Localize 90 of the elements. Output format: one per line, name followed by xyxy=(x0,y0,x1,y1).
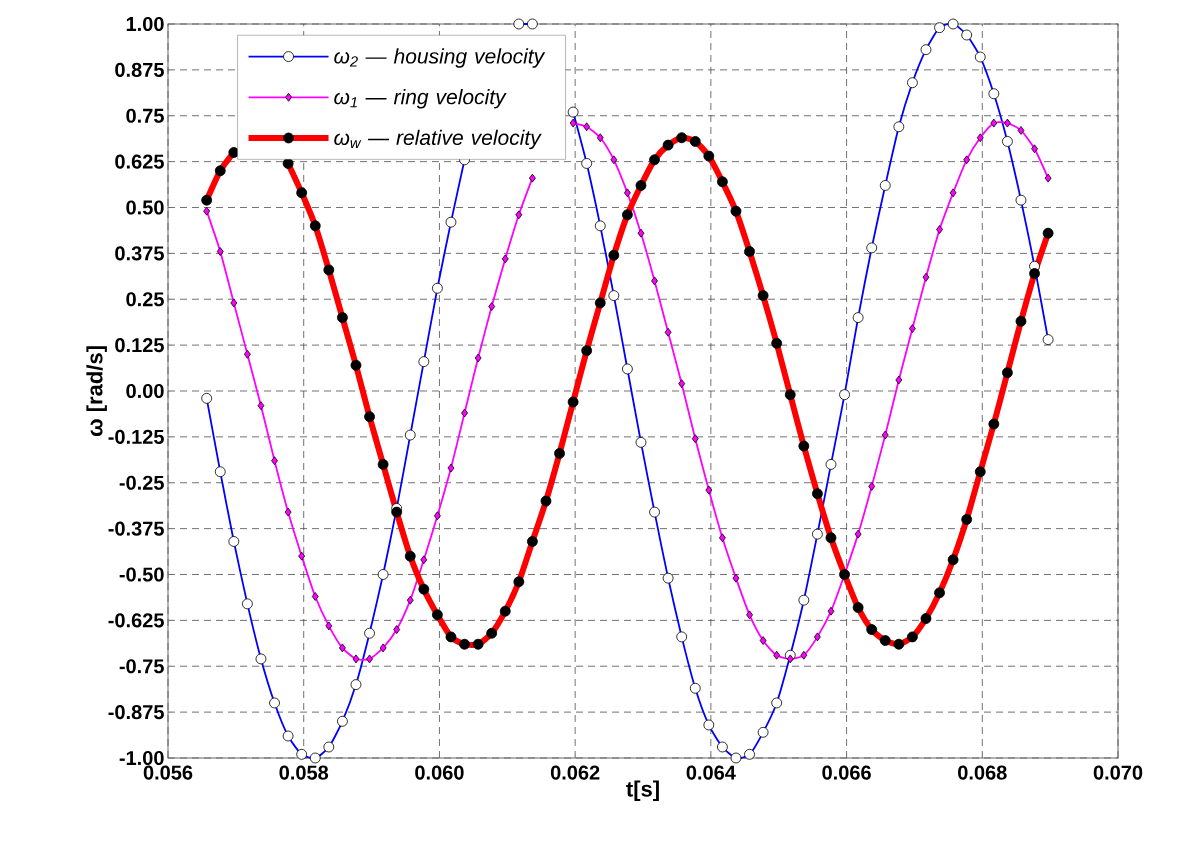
point xyxy=(746,610,753,620)
point xyxy=(352,654,360,664)
y-tick-label: 0.25 xyxy=(126,292,164,307)
point xyxy=(271,456,278,466)
point xyxy=(339,643,346,653)
point xyxy=(216,247,224,256)
x-tick-label: 0.068 xyxy=(958,765,1007,780)
y-tick-label: -1.00 xyxy=(119,750,164,766)
legend-label: ω$_{1}$ — ring velocity xyxy=(334,88,507,109)
y-tick-label: -0.50 xyxy=(119,567,164,582)
point xyxy=(949,188,957,198)
point xyxy=(773,650,781,660)
point xyxy=(230,298,238,308)
legend-label: ω$_{w}$ — relative velocity xyxy=(334,129,542,150)
x-tick-label: 0.062 xyxy=(550,765,600,780)
point xyxy=(311,592,319,601)
point xyxy=(936,225,943,234)
y-tick-label: -0.125 xyxy=(108,429,164,444)
point xyxy=(501,254,509,264)
y-tick-label: 0.375 xyxy=(115,246,164,261)
point xyxy=(881,430,889,440)
point xyxy=(637,228,645,238)
point xyxy=(393,625,401,634)
point xyxy=(732,573,740,583)
point xyxy=(244,349,251,359)
point xyxy=(664,327,672,337)
point xyxy=(325,621,333,631)
point xyxy=(786,654,794,664)
point xyxy=(529,173,536,183)
x-tick-label: 0.066 xyxy=(822,765,871,780)
y-tick-label: -0.875 xyxy=(108,705,164,720)
point xyxy=(1031,144,1038,154)
y-tick-label: 0.625 xyxy=(115,154,164,169)
point xyxy=(569,118,577,128)
x-tick-label: 0.070 xyxy=(1093,765,1143,780)
y-tick-label: 0.875 xyxy=(115,62,164,77)
point xyxy=(854,529,862,539)
point xyxy=(759,636,767,645)
x-tick-label: 0.056 xyxy=(143,765,193,780)
y-tick-label: 0.75 xyxy=(126,108,164,123)
x-axis-title: t[s] xyxy=(626,780,659,802)
point xyxy=(406,595,414,605)
y-tick-label: 1.00 xyxy=(126,16,164,32)
y-tick-label: 0.125 xyxy=(115,338,164,353)
point xyxy=(515,210,523,220)
point xyxy=(366,654,373,664)
point xyxy=(651,276,658,286)
legend-label: ω$_{2}$ — housing velocity xyxy=(334,48,546,68)
point xyxy=(596,133,604,143)
point xyxy=(624,188,631,198)
point xyxy=(922,272,930,282)
point xyxy=(678,379,686,389)
y-tick-label: 0.00 xyxy=(126,383,164,399)
y-tick-label: 0.50 xyxy=(126,200,164,215)
y-tick-label: -0.375 xyxy=(108,521,164,536)
point xyxy=(719,533,726,543)
y-tick-label: -0.25 xyxy=(119,475,164,490)
point xyxy=(895,375,903,385)
point xyxy=(610,155,618,165)
y-tick-label: -0.75 xyxy=(119,659,164,674)
point xyxy=(909,324,916,333)
point xyxy=(868,482,876,491)
point xyxy=(800,650,808,660)
point xyxy=(1004,118,1011,128)
point xyxy=(827,606,835,616)
point xyxy=(583,122,591,132)
point xyxy=(976,133,984,143)
point xyxy=(990,118,998,128)
point xyxy=(284,507,292,517)
point xyxy=(488,302,496,311)
point xyxy=(691,434,699,444)
point xyxy=(1017,126,1025,135)
point xyxy=(447,463,455,473)
point xyxy=(1044,173,1052,183)
point xyxy=(461,408,468,418)
point xyxy=(379,643,387,653)
point xyxy=(203,206,211,216)
point xyxy=(963,155,971,165)
x-tick-label: 0.060 xyxy=(415,765,464,780)
point xyxy=(814,632,821,642)
point xyxy=(434,511,441,521)
point xyxy=(257,401,265,411)
y-axis-title: ω [rad/s] xyxy=(86,346,107,437)
x-tick-label: 0.058 xyxy=(279,765,329,780)
y-tick-label: -0.625 xyxy=(108,613,164,628)
point xyxy=(298,551,306,561)
point xyxy=(474,353,482,363)
point xyxy=(420,555,428,565)
x-tick-label: 0.064 xyxy=(686,765,736,780)
point xyxy=(705,485,713,495)
